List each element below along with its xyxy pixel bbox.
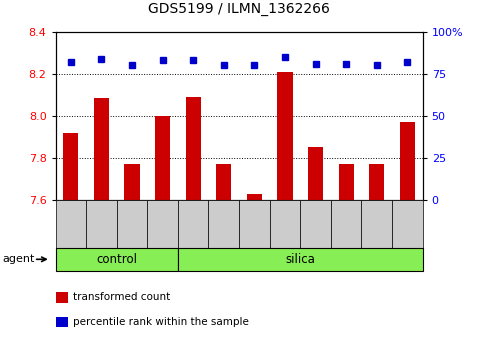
Text: GSM665757: GSM665757 bbox=[219, 198, 228, 250]
Bar bbox=[63, 133, 78, 200]
Text: GSM665755: GSM665755 bbox=[66, 199, 75, 249]
Text: GSM665768: GSM665768 bbox=[281, 198, 289, 250]
Text: GSM665787: GSM665787 bbox=[158, 198, 167, 250]
Text: GSM665763: GSM665763 bbox=[97, 198, 106, 250]
Text: GSM665789: GSM665789 bbox=[372, 198, 381, 250]
Text: percentile rank within the sample: percentile rank within the sample bbox=[73, 317, 249, 327]
Text: GSM665780: GSM665780 bbox=[311, 198, 320, 250]
Text: control: control bbox=[96, 253, 137, 266]
Bar bbox=[277, 72, 293, 200]
Bar bbox=[94, 98, 109, 200]
Bar bbox=[308, 148, 323, 200]
Text: GSM665790: GSM665790 bbox=[403, 199, 412, 249]
Text: agent: agent bbox=[2, 254, 35, 264]
Text: GSM665764: GSM665764 bbox=[250, 198, 259, 250]
Text: GSM665783: GSM665783 bbox=[341, 198, 351, 250]
Bar bbox=[247, 194, 262, 200]
Text: GDS5199 / ILMN_1362266: GDS5199 / ILMN_1362266 bbox=[148, 2, 330, 16]
Bar bbox=[400, 122, 415, 200]
Text: GSM665752: GSM665752 bbox=[189, 199, 198, 249]
Bar bbox=[185, 97, 201, 200]
Bar bbox=[216, 164, 231, 200]
Bar bbox=[125, 164, 140, 200]
Bar bbox=[155, 116, 170, 200]
Bar bbox=[339, 164, 354, 200]
Text: transformed count: transformed count bbox=[73, 292, 170, 302]
Text: silica: silica bbox=[285, 253, 315, 266]
Text: GSM665781: GSM665781 bbox=[128, 198, 137, 250]
Bar bbox=[369, 164, 384, 200]
